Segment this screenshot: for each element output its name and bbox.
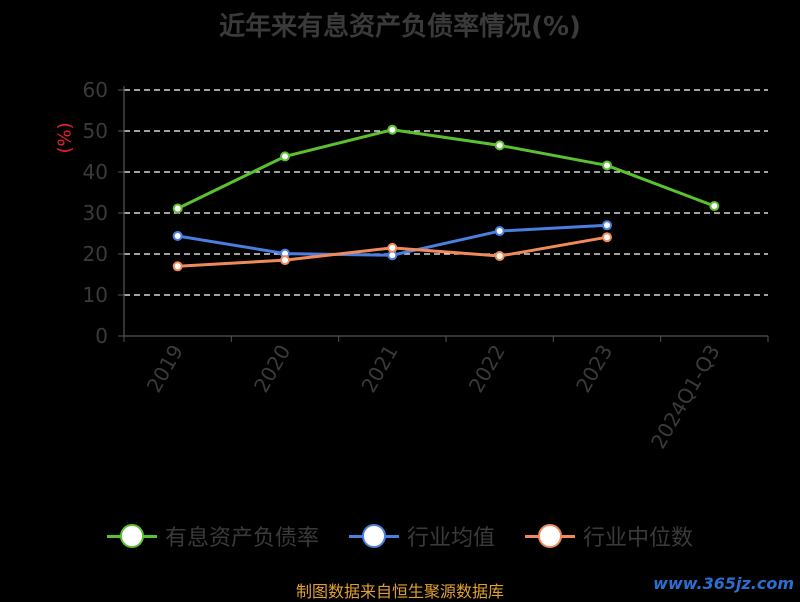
x-tick-label: 2023: [571, 341, 617, 397]
x-tick-label: 2021: [356, 341, 402, 397]
y-tick-label: 20: [83, 242, 108, 266]
y-tick-label: 50: [83, 119, 108, 143]
data-point-2: [387, 242, 398, 253]
series-line-0: [177, 128, 715, 210]
data-point-0: [387, 124, 398, 135]
y-tick-label: 0: [95, 324, 108, 348]
chart-title: 近年来有息资产负债率情况(%): [219, 12, 581, 42]
data-point-1: [494, 226, 505, 237]
data-point-0: [602, 160, 612, 171]
legend-item-series-1[interactable]: 行业均值: [348, 520, 495, 552]
legend-label: 行业均值: [406, 526, 495, 551]
data-point-1: [602, 220, 612, 231]
source-footer: 制图数据来自恒生聚源数据库: [295, 582, 504, 601]
x-tick-label: 2024Q1-Q3: [646, 341, 725, 453]
data-point-0: [709, 201, 720, 212]
data-point-1: [172, 230, 183, 241]
data-point-2: [602, 232, 612, 243]
legend-label: 行业中位数: [583, 526, 694, 551]
data-point-2: [172, 261, 183, 272]
data-point-0: [280, 151, 290, 162]
data-point-0: [494, 140, 505, 151]
y-tick-label: 40: [83, 160, 108, 184]
legend-label: 有息资产负债率: [164, 526, 319, 551]
legend-swatch-orange: [525, 523, 575, 549]
legend-item-series-0[interactable]: 有息资产负债率: [106, 520, 319, 552]
legend-item-series-2[interactable]: 行业中位数: [525, 520, 693, 552]
legend-swatch-green: [106, 523, 157, 549]
legend: 有息资产负债率 行业均值 行业中位数: [0, 520, 800, 552]
y-tick-label: 30: [83, 201, 108, 225]
legend-swatch-blue: [348, 523, 399, 549]
y-axis-label: (%): [54, 122, 76, 154]
y-tick-label: 60: [83, 78, 108, 102]
watermark-text: www.365jz.com: [653, 574, 794, 593]
data-point-0: [172, 203, 183, 214]
x-tick-label: 2020: [249, 341, 295, 397]
y-tick-label: 10: [83, 283, 108, 307]
x-tick-label: 2022: [464, 340, 510, 396]
data-point-2: [494, 251, 505, 262]
data-point-2: [280, 255, 290, 266]
x-tick-label: 2019: [142, 341, 188, 397]
